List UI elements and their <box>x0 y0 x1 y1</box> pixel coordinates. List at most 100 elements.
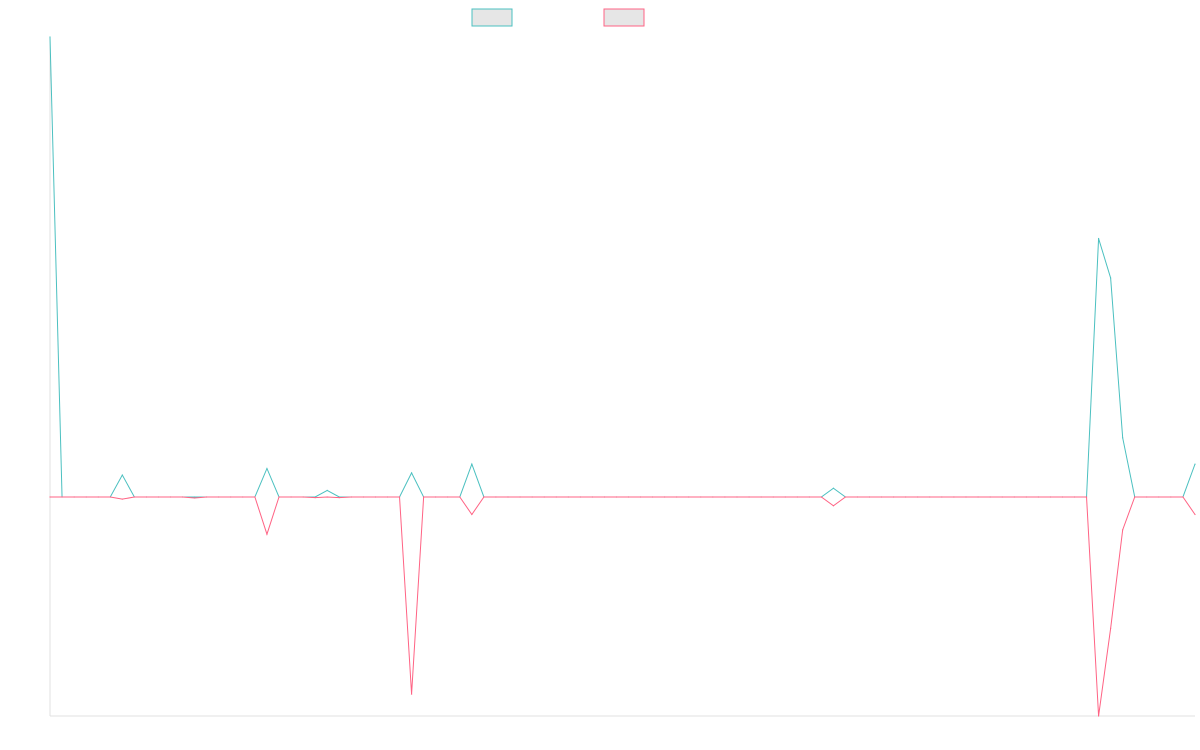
data-point <box>1110 277 1112 279</box>
series-layer <box>49 36 1196 717</box>
data-point <box>121 498 123 500</box>
axes-layer <box>49 37 1195 717</box>
data-point <box>218 496 220 498</box>
data-point <box>664 496 666 498</box>
data-point <box>423 496 425 498</box>
data-point <box>796 496 798 498</box>
legend-swatch-series-2 <box>603 8 645 27</box>
data-point <box>169 496 172 498</box>
data-point <box>567 496 569 498</box>
data-point <box>1097 237 1100 240</box>
data-point <box>1025 496 1027 498</box>
data-point <box>917 496 919 498</box>
legend <box>471 8 645 27</box>
data-point <box>254 496 256 498</box>
data-point <box>338 497 340 499</box>
data-point <box>194 496 196 498</box>
data-point <box>157 496 160 498</box>
data-point <box>832 505 835 507</box>
data-point <box>314 497 316 499</box>
data-point <box>555 496 557 498</box>
data-point <box>362 496 364 498</box>
data-point <box>615 496 618 498</box>
series-2-line <box>50 496 1196 717</box>
data-point <box>145 496 148 498</box>
data-point <box>1013 496 1015 498</box>
data-point <box>326 489 328 491</box>
data-point <box>1122 529 1124 531</box>
data-point <box>109 496 111 498</box>
data-point <box>374 496 377 498</box>
data-point <box>639 496 642 498</box>
data-point <box>591 496 593 498</box>
data-point <box>652 496 654 498</box>
data-point <box>977 496 979 498</box>
data-point <box>435 496 437 498</box>
data-point <box>350 496 352 498</box>
data-point <box>868 496 871 498</box>
data-point <box>627 496 630 498</box>
data-point <box>483 496 485 498</box>
data-point <box>760 496 762 498</box>
data-point <box>230 496 232 498</box>
data-point <box>603 496 606 498</box>
data-point <box>808 496 810 498</box>
data-point <box>49 496 51 498</box>
data-point <box>748 496 750 498</box>
data-point <box>1085 496 1088 498</box>
data-point <box>531 496 533 498</box>
data-point <box>688 496 690 498</box>
data-point <box>941 496 943 498</box>
data-point <box>471 463 473 465</box>
data-point <box>398 496 401 498</box>
data-point <box>844 496 847 498</box>
data-point <box>495 496 497 498</box>
data-point <box>989 496 991 498</box>
data-point <box>181 496 184 498</box>
data-point <box>832 487 835 489</box>
data-point <box>49 36 51 38</box>
data-point <box>772 496 774 498</box>
data-point <box>447 496 449 498</box>
data-point <box>410 693 413 695</box>
data-point <box>1158 496 1160 498</box>
data-point <box>410 472 413 474</box>
data-point <box>784 496 786 498</box>
data-point <box>1134 496 1136 498</box>
data-point <box>507 496 509 498</box>
data-point <box>519 496 521 498</box>
data-point <box>61 496 63 498</box>
data-point <box>471 513 473 516</box>
data-point <box>1073 496 1076 498</box>
data-point <box>290 496 292 498</box>
data-point <box>194 497 196 499</box>
data-point <box>712 496 714 498</box>
data-point <box>302 496 304 498</box>
data-point <box>206 496 208 498</box>
data-point <box>736 496 738 498</box>
data-point <box>242 496 244 498</box>
data-point <box>1110 627 1112 629</box>
data-point <box>1001 496 1003 498</box>
data-point <box>386 496 389 498</box>
data-point <box>278 496 280 498</box>
data-point <box>326 496 328 498</box>
series-2 <box>49 496 1196 717</box>
series-1-line <box>49 36 1196 498</box>
data-point <box>724 496 726 498</box>
data-point <box>73 496 75 498</box>
data-point <box>579 496 581 498</box>
data-point <box>700 496 702 498</box>
data-point <box>820 496 822 498</box>
legend-swatch-series-1 <box>471 8 513 27</box>
data-point <box>1194 513 1196 516</box>
data-point <box>965 496 967 498</box>
data-point <box>1122 437 1124 439</box>
data-point <box>266 533 268 535</box>
data-point <box>905 496 907 498</box>
data-point <box>676 496 678 498</box>
data-point <box>1037 496 1039 498</box>
data-point <box>1146 496 1148 498</box>
data-point <box>1061 496 1064 498</box>
data-point <box>133 496 135 498</box>
